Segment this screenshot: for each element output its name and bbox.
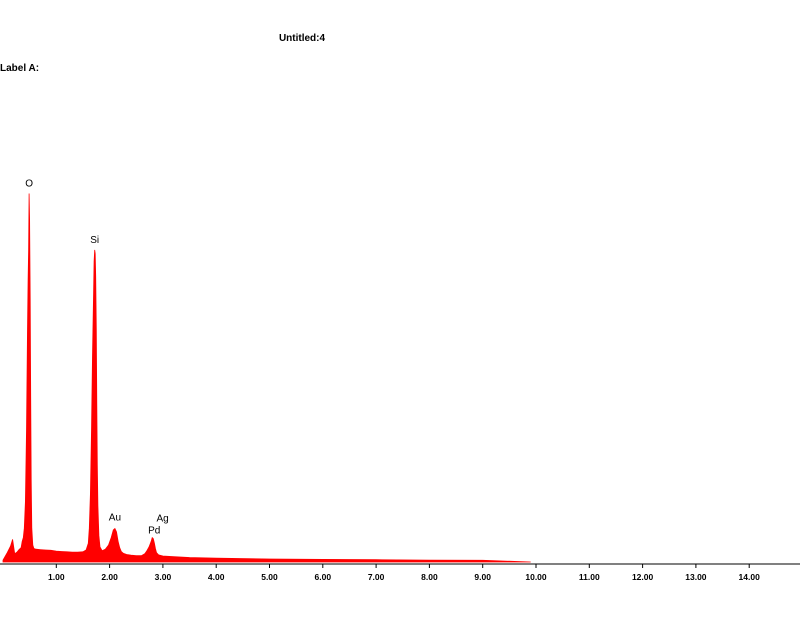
spectrum-series-0 — [2, 193, 531, 563]
x-tick-label: 10.00 — [525, 572, 547, 582]
x-tick-label: 8.00 — [421, 572, 438, 582]
x-tick-label: 7.00 — [368, 572, 385, 582]
peak-label-o: O — [25, 179, 33, 190]
x-tick-label: 9.00 — [474, 572, 491, 582]
x-axis: 1.00 2.00 3.00 4.00 5.00 6.00 7.00 8.00 9.00 10.0… — [0, 563, 800, 582]
peak-label-ag: Ag — [156, 514, 168, 525]
x-tick-label: 12.00 — [632, 572, 654, 582]
label-a: Label A: — [0, 63, 39, 74]
x-tick-label: 4.00 — [208, 572, 225, 582]
x-tick-label: 3.00 — [155, 572, 172, 582]
x-tick-label: 1.00 — [48, 572, 65, 582]
x-tick-label: 11.00 — [579, 572, 600, 582]
x-tick-label: 6.00 — [315, 572, 332, 582]
chart-title: Untitled:4 — [279, 33, 326, 44]
peak-label-pd: Pd — [148, 526, 160, 537]
x-tick-label: 5.00 — [261, 572, 278, 582]
peak-label-si: Si — [90, 235, 99, 246]
peak-label-au: Au — [109, 513, 121, 524]
plot-area — [2, 193, 531, 563]
x-tick-label: 2.00 — [101, 572, 118, 582]
x-tick-label: 13.00 — [685, 572, 707, 582]
x-tick-label: 14.00 — [739, 572, 761, 582]
